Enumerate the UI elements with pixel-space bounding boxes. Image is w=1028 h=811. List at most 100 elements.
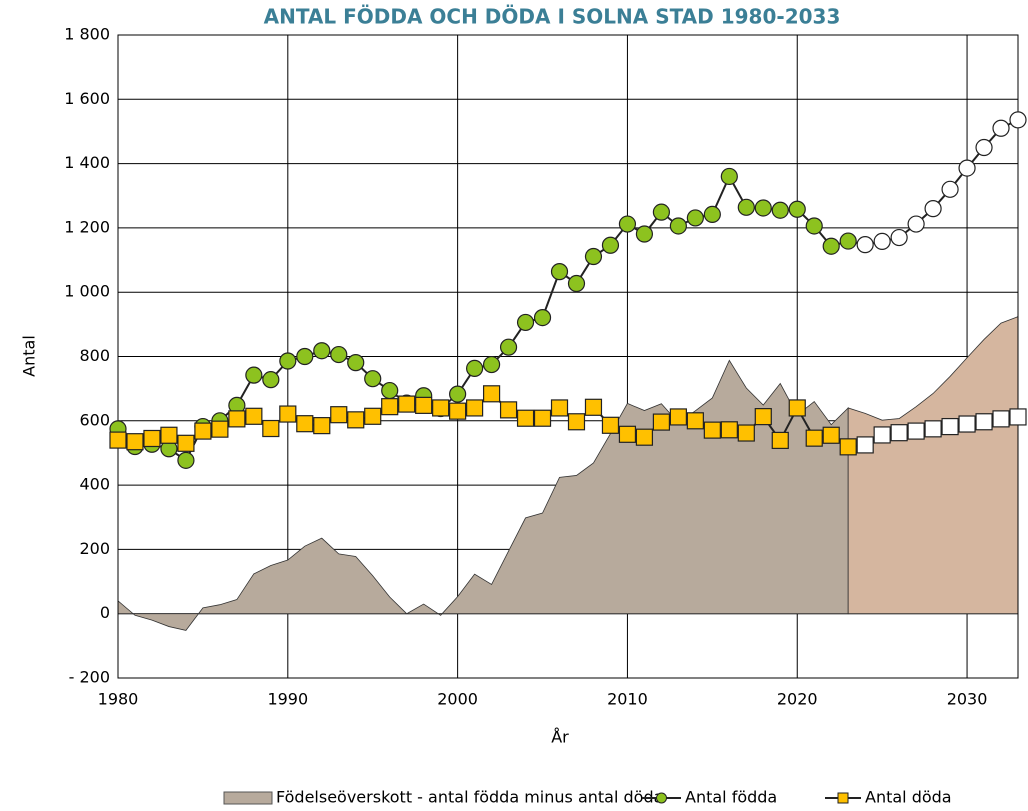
marker [347, 354, 365, 372]
marker [313, 342, 331, 360]
marker [703, 205, 721, 223]
marker [975, 413, 993, 431]
marker [618, 215, 637, 233]
marker [211, 420, 229, 438]
x-tick-label: 2010 [607, 690, 648, 709]
y-tick-label: 200 [79, 539, 110, 558]
marker [364, 407, 382, 425]
marker [279, 352, 297, 370]
y-tick-label: 1 200 [64, 217, 110, 236]
y-tick-label: 1 600 [64, 89, 110, 108]
marker [771, 201, 789, 219]
marker [381, 398, 399, 416]
marker [449, 385, 467, 403]
marker [533, 409, 552, 427]
marker [313, 417, 331, 435]
y-tick-label: 1 000 [64, 282, 110, 301]
marker [720, 421, 738, 439]
marker [143, 429, 161, 448]
marker [907, 215, 925, 233]
marker [262, 371, 280, 389]
marker [296, 347, 314, 366]
area [847, 316, 1019, 615]
plot-border [117, 34, 1019, 679]
x-tick-label: 1980 [98, 690, 139, 709]
y-tick-label: 1 400 [64, 153, 110, 172]
marker [482, 385, 501, 403]
marker [601, 416, 620, 434]
marker [245, 407, 263, 425]
marker [941, 417, 959, 436]
marker [822, 237, 840, 255]
x-tick-label: 1990 [267, 690, 308, 709]
marker [330, 406, 348, 424]
legend-label: Antal födda [685, 788, 777, 807]
marker [601, 236, 620, 254]
marker [669, 217, 687, 235]
marker [652, 203, 670, 221]
marker [635, 225, 654, 243]
y-axis-label: Antal [20, 335, 39, 377]
y-tick-label: - 200 [69, 668, 110, 687]
x-tick-label: 2030 [947, 690, 988, 709]
marker [924, 200, 942, 218]
marker [992, 119, 1010, 137]
legend-label: Antal döda [865, 788, 952, 807]
marker [499, 401, 518, 419]
marker [160, 426, 178, 444]
marker [839, 438, 857, 456]
marker [194, 422, 212, 440]
marker [177, 434, 195, 452]
marker [432, 399, 450, 417]
marker [516, 409, 535, 427]
marker [550, 399, 569, 417]
marker [924, 420, 942, 438]
marker [686, 412, 704, 430]
marker [482, 355, 501, 374]
marker [839, 232, 857, 250]
marker [499, 338, 518, 356]
marker [449, 402, 467, 420]
marker [686, 209, 704, 227]
marker [975, 138, 993, 157]
marker [737, 198, 755, 216]
legend-marker [837, 792, 849, 804]
marker [1009, 408, 1027, 426]
marker [364, 370, 382, 388]
marker [720, 167, 738, 186]
y-tick-label: 1 800 [64, 25, 110, 44]
marker [126, 433, 144, 451]
marker [873, 232, 891, 251]
marker [822, 426, 840, 444]
marker [635, 428, 654, 446]
marker [516, 313, 535, 332]
marker [567, 274, 586, 293]
marker [941, 180, 959, 198]
marker [703, 421, 721, 439]
legend-marker [656, 792, 667, 804]
marker [890, 228, 908, 247]
marker [907, 422, 925, 440]
chart-title: ANTAL FÖDDA OCH DÖDA I SOLNA STAD 1980-2… [264, 5, 841, 29]
x-tick-label: 2020 [777, 690, 818, 709]
marker [873, 426, 891, 444]
marker [652, 413, 670, 431]
marker [398, 395, 416, 413]
marker [466, 399, 484, 417]
marker [805, 217, 823, 235]
marker [567, 413, 586, 431]
marker [992, 410, 1010, 428]
marker [262, 419, 280, 438]
marker [958, 159, 976, 177]
marker [890, 424, 908, 442]
marker [771, 431, 789, 450]
marker [533, 308, 552, 327]
marker [330, 345, 348, 364]
marker [466, 359, 484, 377]
y-tick-label: 600 [79, 410, 110, 429]
marker [245, 366, 263, 384]
marker [279, 405, 297, 423]
marker [381, 381, 399, 400]
x-axis-label: År [551, 728, 569, 747]
